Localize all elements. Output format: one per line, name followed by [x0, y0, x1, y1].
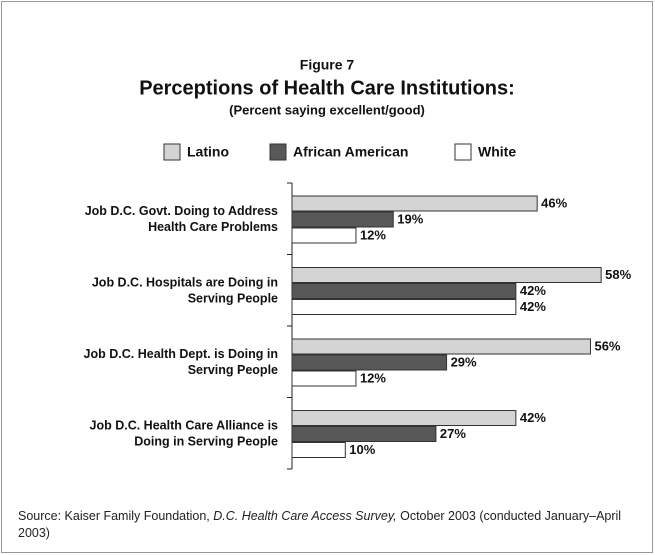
value-label: 12% — [360, 370, 386, 385]
category-label: Job D.C. Hospitals are Doing in Serving P… — [92, 276, 278, 306]
category-label: Job D.C. Health Dept. is Doing in Serving… — [84, 347, 278, 377]
legend-label: African American — [293, 144, 408, 160]
legend-swatch — [454, 143, 472, 161]
bar — [291, 410, 517, 426]
category-line: Health Care Problems — [148, 220, 278, 234]
value-label: 42% — [520, 299, 546, 314]
source: Source: Kaiser Family Foundation, D.C. H… — [18, 508, 638, 542]
value-label: 56% — [594, 338, 620, 353]
value-label: 46% — [541, 195, 567, 210]
category-label: Job D.C. Govt. Doing to Address Health Ca… — [85, 204, 278, 234]
value-label: 12% — [360, 227, 386, 242]
value-label: 58% — [605, 267, 631, 282]
category-line: Job D.C. Hospitals are Doing in — [92, 276, 278, 290]
bar — [291, 442, 346, 458]
legend-label: Latino — [187, 144, 229, 160]
legend-swatch — [163, 143, 181, 161]
chart-subtitle: (Percent saying excellent/good) — [229, 102, 425, 117]
legend-label: White — [478, 144, 516, 160]
bar — [291, 299, 517, 315]
bar — [291, 211, 394, 228]
value-label: 19% — [397, 211, 423, 226]
value-label: 42% — [520, 283, 546, 298]
chart-title: Perceptions of Health Care Institutions: — [139, 77, 515, 99]
value-label: 27% — [440, 426, 466, 441]
category-line: Job D.C. Health Care Alliance is — [90, 419, 279, 433]
category-line: Serving People — [188, 292, 278, 306]
source-prefix: Source: Kaiser Family Foundation, — [18, 509, 214, 523]
bar — [291, 426, 437, 442]
source-italic: D.C. Health Care Access Survey, — [213, 509, 397, 523]
value-label: 10% — [349, 442, 375, 457]
category-label: Job D.C. Health Care Alliance is Doing in… — [90, 419, 279, 449]
bar — [291, 267, 602, 283]
category-line: Serving People — [188, 363, 278, 377]
bar — [291, 195, 538, 212]
bar — [291, 338, 591, 355]
legend-swatch — [269, 143, 287, 161]
figure-label: Figure 7 — [300, 57, 355, 73]
bar — [291, 283, 517, 299]
category-line: Job D.C. Health Dept. is Doing in — [84, 347, 278, 361]
bar — [291, 370, 357, 387]
category-line: Doing in Serving People — [134, 435, 278, 449]
category-line: Job D.C. Govt. Doing to Address — [85, 204, 278, 218]
value-label: 42% — [520, 410, 546, 425]
value-label: 29% — [451, 354, 477, 369]
bar — [291, 354, 448, 371]
source-suffix: October 2003 (conducted January–April 20… — [18, 509, 622, 540]
bar — [291, 227, 357, 244]
